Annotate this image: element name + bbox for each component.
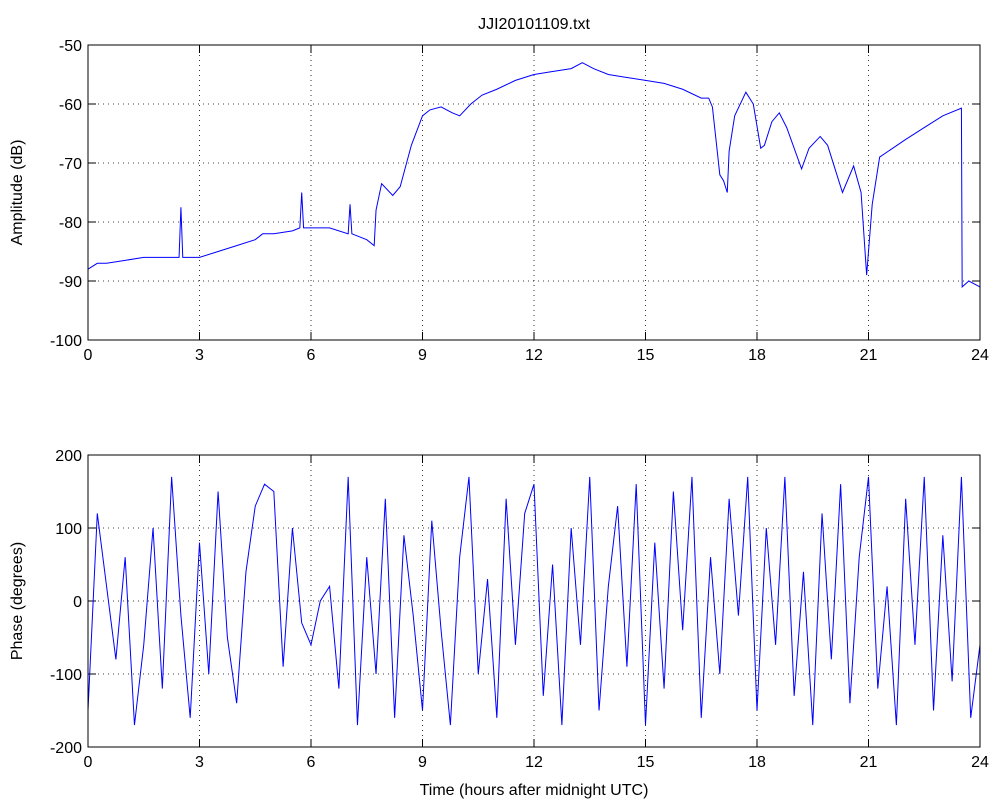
data-line [87,62,981,289]
axes-box [87,454,981,748]
x-tick-label: 3 [195,347,204,364]
chart-title: JJI20101109.txt [478,16,590,33]
x-tick-label: 3 [195,754,204,771]
x-axis-label: Time (hours after midnight UTC) [420,782,649,799]
y-tick-label: 200 [55,448,82,465]
x-tick-label: 9 [418,347,427,364]
y-tick-label: -80 [59,215,82,232]
x-tick-label: 21 [860,754,878,771]
y-tick-label: -200 [50,740,82,757]
x-tick-label: 18 [748,754,766,771]
y-axis-label: Amplitude (dB) [9,140,26,246]
x-tick-label: 6 [307,754,316,771]
axes-box [87,44,981,341]
x-tick-label: 15 [637,347,655,364]
y-tick-label: -70 [59,156,82,173]
y-tick-label: -50 [59,38,82,55]
y-tick-label: 0 [73,594,82,611]
y-tick-label: -90 [59,274,82,291]
x-tick-label: 12 [525,347,543,364]
x-tick-label: 24 [971,347,989,364]
x-tick-label: 0 [84,754,93,771]
x-tick-label: 18 [748,347,766,364]
x-tick-label: 15 [637,754,655,771]
y-axis-label: Phase (degrees) [9,542,26,660]
x-tick-label: 9 [418,754,427,771]
y-tick-label: 100 [55,521,82,538]
x-tick-label: 0 [84,347,93,364]
x-tick-label: 24 [971,754,989,771]
y-tick-label: -100 [50,667,82,684]
x-tick-label: 12 [525,754,543,771]
x-tick-label: 6 [307,347,316,364]
data-line [87,476,981,726]
x-tick-label: 21 [860,347,878,364]
y-tick-label: -100 [50,333,82,350]
y-tick-label: -60 [59,97,82,114]
